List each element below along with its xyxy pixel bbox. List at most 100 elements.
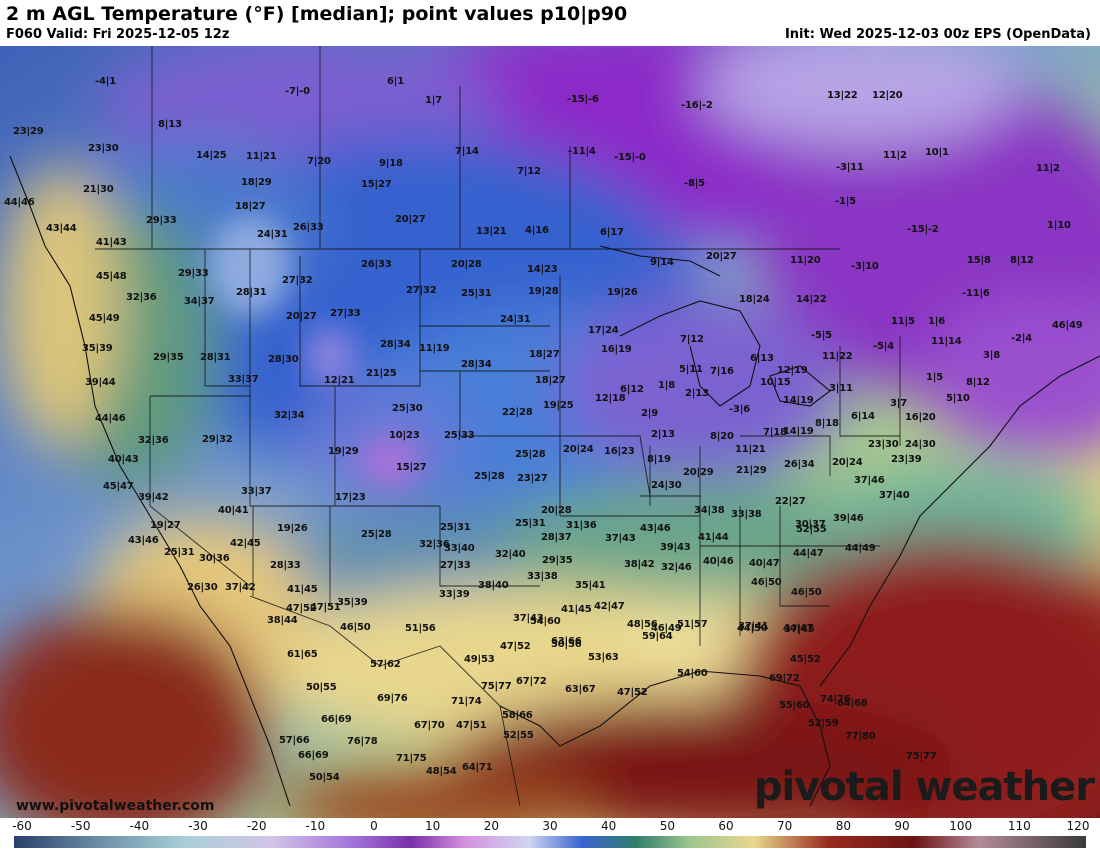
point-value-label: 34|37 [184,296,215,307]
point-value-label: 18|24 [739,294,770,305]
point-value-label: 43|44 [46,223,77,234]
point-value-label: 14|22 [796,294,827,305]
brand-watermark: pivotal weather [753,764,1095,810]
point-value-label: 25|33 [444,430,475,441]
point-value-label: 39|42 [138,492,169,503]
point-value-label: 6|12 [620,384,644,395]
point-value-label: 57|66 [279,735,310,746]
map-title: 2 m AGL Temperature (°F) [median]; point… [6,3,628,25]
point-value-label: 25|30 [392,403,423,414]
point-value-label: 18|27 [535,375,566,386]
point-value-label: -1|5 [835,196,856,207]
legend-tick: 120 [1066,819,1090,833]
point-value-label: 44|46 [95,413,126,424]
point-value-label: 24|30 [905,439,936,450]
point-value-label: 25|31 [515,518,546,529]
point-value-label: 28|31 [200,352,231,363]
point-value-label: 71|74 [451,696,482,707]
point-value-label: 37|43 [605,533,636,544]
header: 2 m AGL Temperature (°F) [median]; point… [0,0,1100,46]
point-value-label: 51|56 [405,623,436,634]
site-watermark: www.pivotalweather.com [16,798,215,814]
point-value-label: 33|37 [228,374,259,385]
point-value-label: 24|31 [257,229,288,240]
point-value-label: 47|52 [617,687,648,698]
legend-tick: -60 [12,819,32,833]
point-value-label: 20|24 [563,444,594,455]
point-value-label: 75|77 [906,751,937,762]
point-value-label: 32|46 [661,562,692,573]
point-value-label: 30|36 [199,553,230,564]
point-value-label: 69|72 [769,673,800,684]
point-value-label: 26|34 [784,459,815,470]
point-value-label: 41|43 [96,237,127,248]
legend-tick: 90 [894,819,910,833]
point-value-label: 24|30 [651,480,682,491]
point-value-label: 41|44 [698,532,729,543]
point-value-label: 8|12 [1010,255,1034,266]
point-value-label: 33|39 [439,589,470,600]
point-value-label: 20|28 [541,505,572,516]
point-value-label: 45|48 [96,271,127,282]
point-value-label: 11|21 [246,151,277,162]
point-value-label: 27|33 [330,308,361,319]
point-value-label: 6|17 [600,227,624,238]
point-value-label: 19|27 [150,520,181,531]
point-value-label: 38|40 [478,580,509,591]
point-value-label: 25|31 [461,288,492,299]
point-value-label: 37|46 [854,475,885,486]
point-value-label: 26|33 [361,259,392,270]
point-value-label: 35|39 [82,343,113,354]
point-value-label: 14|19 [783,395,814,406]
point-value-label: 23|29 [13,126,44,137]
point-value-label: 71|75 [396,753,427,764]
point-value-label: 2|9 [641,408,658,419]
point-value-label: 25|28 [361,529,392,540]
point-value-label: -3|10 [851,261,879,272]
point-value-label: 47|52 [500,641,531,652]
point-value-label: 33|38 [527,571,558,582]
point-value-label: 63|67 [565,684,596,695]
point-value-label: 52|55 [503,730,534,741]
point-value-label: 38|42 [624,559,655,570]
legend-tick: 70 [777,819,793,833]
point-value-label: 32|36 [138,435,169,446]
point-value-label: -5|5 [811,330,832,341]
point-value-label: 25|28 [474,471,505,482]
point-value-label: 23|30 [868,439,899,450]
point-value-label: 2|13 [685,388,709,399]
point-value-label: 9|18 [379,158,403,169]
point-value-label: 6|1 [387,76,404,87]
point-value-label: 1|5 [926,372,943,383]
point-value-label: 47|51 [456,720,487,731]
point-value-label: 12|21 [324,375,355,386]
point-value-label: 39|44 [85,377,116,388]
point-value-label: 46|49 [1052,320,1083,331]
point-value-label: 42|47 [594,601,625,612]
point-value-label: 46|49 [651,623,682,634]
point-value-label: 47|52 [286,603,317,614]
point-value-label: 54|60 [530,616,561,627]
point-value-label: 29|35 [153,352,184,363]
point-value-label: 7|16 [710,366,734,377]
legend-tick: -10 [305,819,326,833]
temperature-map[interactable]: -4|1 -7|-0 6|1 1|7 -15|-6 -16|-2 13|22 12|20 23|… [0,46,1100,818]
point-value-label: 3|8 [983,350,1000,361]
point-value-label: 32|40 [495,549,526,560]
point-value-label: 64|68 [837,698,868,709]
point-value-label: 3|7 [890,398,907,409]
point-value-label: 16|23 [604,446,635,457]
point-value-label: 19|28 [528,286,559,297]
point-value-label: 10|15 [760,377,791,388]
point-value-label: 19|25 [543,400,574,411]
point-value-label: 32|36 [419,539,450,550]
point-value-label: 22|27 [775,496,806,507]
point-value-label: 19|26 [277,523,308,534]
point-value-label: 9|14 [650,257,674,268]
point-value-label: 54|60 [677,668,708,679]
point-value-label: 27|32 [406,285,437,296]
point-value-label: 17|23 [335,492,366,503]
point-value-label: 30|37 [795,519,826,530]
point-value-label: 52|59 [808,718,839,729]
point-value-label: 74|76 [820,694,851,705]
